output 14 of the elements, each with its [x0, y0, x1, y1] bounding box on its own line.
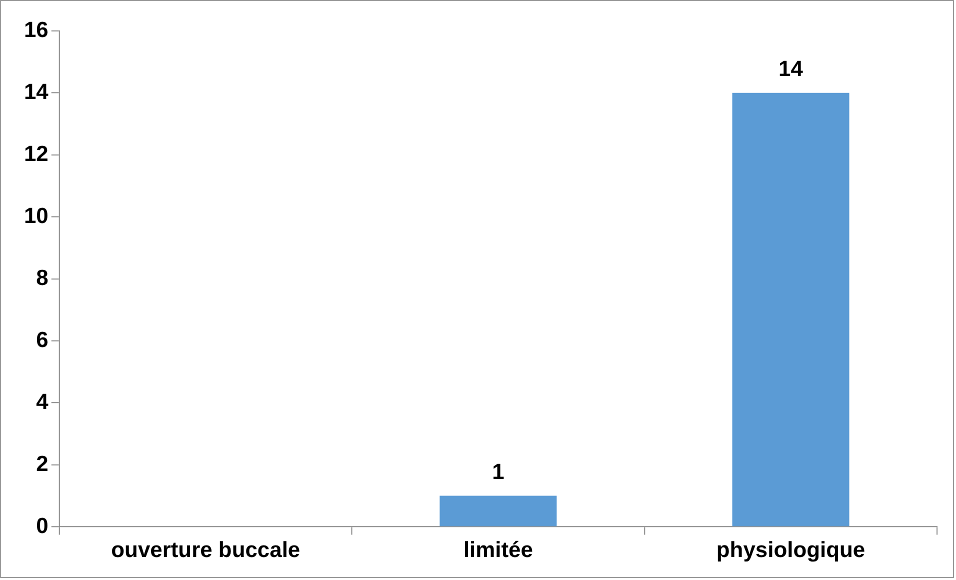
y-tick-label: 14 [24, 78, 50, 104]
x-tick-label: ouverture buccale [111, 536, 300, 562]
y-tick-label: 6 [36, 326, 48, 352]
y-tick-label: 8 [36, 264, 48, 290]
y-tick-label: 4 [36, 388, 50, 414]
data-label: 1 [492, 458, 504, 484]
y-tick-label: 0 [36, 512, 48, 538]
x-tick-label: physiologique [716, 536, 866, 562]
y-tick-label: 12 [24, 140, 48, 166]
y-tick-label: 2 [36, 450, 48, 476]
y-tick-label: 16 [24, 16, 48, 42]
y-tick-label: 10 [24, 202, 48, 228]
x-tick-label: limitée [463, 536, 533, 562]
data-label: 14 [778, 56, 804, 81]
